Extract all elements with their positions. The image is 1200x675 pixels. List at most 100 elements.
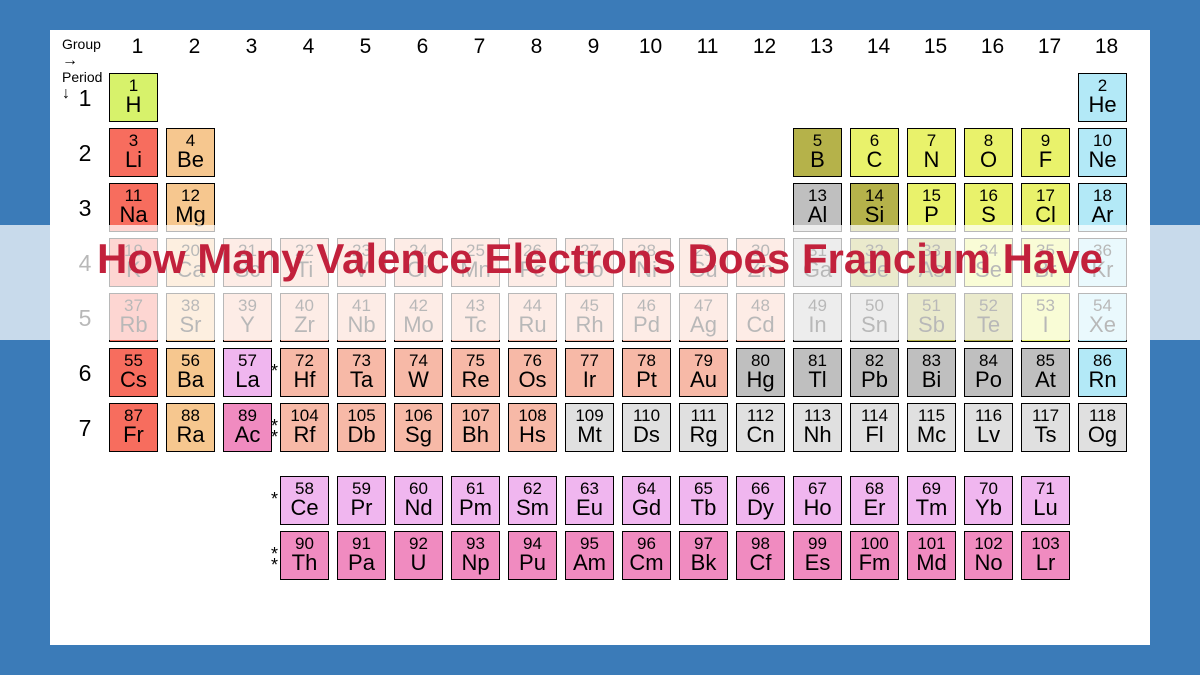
element-symbol: Bk (680, 552, 727, 574)
element-cell-Og: 118Og (1078, 403, 1127, 452)
group-number: 3 (223, 35, 280, 59)
element-cell-W: 74W (394, 348, 443, 397)
group-number: 1 (109, 35, 166, 59)
element-symbol: La (224, 369, 271, 391)
element-symbol: Pa (338, 552, 385, 574)
element-symbol: Gd (623, 497, 670, 519)
group-number: 13 (793, 35, 850, 59)
element-cell-Lu: 71Lu (1021, 476, 1070, 525)
element-symbol: Hg (737, 369, 784, 391)
element-cell-C: 6C (850, 128, 899, 177)
period-number: 3 (70, 195, 100, 222)
element-symbol: Am (566, 552, 613, 574)
element-cell-Re: 75Re (451, 348, 500, 397)
element-symbol: Lr (1022, 552, 1069, 574)
element-symbol: Al (794, 204, 841, 226)
element-cell-Hf: 72Hf (280, 348, 329, 397)
element-cell-Gd: 64Gd (622, 476, 671, 525)
element-cell-Ba: 56Ba (166, 348, 215, 397)
element-cell-B: 5B (793, 128, 842, 177)
element-cell-Fl: 114Fl (850, 403, 899, 452)
element-symbol: At (1022, 369, 1069, 391)
overlay-title: How Many Valence Electrons Does Francium… (0, 233, 1200, 286)
element-cell-Es: 99Es (793, 531, 842, 580)
element-symbol: Og (1079, 424, 1126, 446)
element-symbol: He (1079, 94, 1126, 116)
period-label: Period (62, 69, 102, 85)
element-cell-Th: 90Th (280, 531, 329, 580)
element-cell-At: 85At (1021, 348, 1070, 397)
element-cell-Pu: 94Pu (508, 531, 557, 580)
element-symbol: No (965, 552, 1012, 574)
element-cell-Bk: 97Bk (679, 531, 728, 580)
element-symbol: Eu (566, 497, 613, 519)
element-symbol: Os (509, 369, 556, 391)
element-symbol: Cn (737, 424, 784, 446)
element-cell-Hs: 108Hs (508, 403, 557, 452)
period-number: 6 (70, 360, 100, 387)
group-number: 7 (451, 35, 508, 59)
element-cell-Ra: 88Ra (166, 403, 215, 452)
element-symbol: F (1022, 149, 1069, 171)
element-symbol: Ho (794, 497, 841, 519)
asterisk-marker: * (271, 366, 278, 377)
group-number: 9 (565, 35, 622, 59)
element-symbol: Rn (1079, 369, 1126, 391)
element-symbol: Yb (965, 497, 1012, 519)
element-symbol: Ce (281, 497, 328, 519)
period-number: 7 (70, 415, 100, 442)
element-cell-Li: 3Li (109, 128, 158, 177)
element-cell-Ds: 110Ds (622, 403, 671, 452)
element-cell-Pt: 78Pt (622, 348, 671, 397)
element-symbol: Cf (737, 552, 784, 574)
element-symbol: Tl (794, 369, 841, 391)
element-symbol: Dy (737, 497, 784, 519)
element-symbol: Ta (338, 369, 385, 391)
element-cell-Pr: 59Pr (337, 476, 386, 525)
element-cell-Np: 93Np (451, 531, 500, 580)
element-cell-Pb: 82Pb (850, 348, 899, 397)
element-symbol: Np (452, 552, 499, 574)
period-number: 2 (70, 140, 100, 167)
element-symbol: N (908, 149, 955, 171)
element-cell-O: 8O (964, 128, 1013, 177)
element-symbol: Mg (167, 204, 214, 226)
element-cell-F: 9F (1021, 128, 1070, 177)
element-symbol: Po (965, 369, 1012, 391)
element-symbol: Md (908, 552, 955, 574)
element-cell-Ts: 117Ts (1021, 403, 1070, 452)
element-cell-Tl: 81Tl (793, 348, 842, 397)
element-symbol: Ir (566, 369, 613, 391)
element-symbol: Cm (623, 552, 670, 574)
element-cell-Be: 4Be (166, 128, 215, 177)
element-symbol: W (395, 369, 442, 391)
element-symbol: Ac (224, 424, 271, 446)
period-number: 1 (70, 85, 100, 112)
group-number: 12 (736, 35, 793, 59)
element-cell-Md: 101Md (907, 531, 956, 580)
element-symbol: Lv (965, 424, 1012, 446)
group-number: 2 (166, 35, 223, 59)
element-symbol: Ra (167, 424, 214, 446)
element-symbol: Ar (1079, 204, 1126, 226)
element-cell-Pa: 91Pa (337, 531, 386, 580)
element-cell-Lr: 103Lr (1021, 531, 1070, 580)
element-symbol: Au (680, 369, 727, 391)
element-symbol: Pr (338, 497, 385, 519)
element-cell-N: 7N (907, 128, 956, 177)
element-symbol: Th (281, 552, 328, 574)
element-symbol: Tb (680, 497, 727, 519)
element-symbol: Ds (623, 424, 670, 446)
element-cell-Dy: 66Dy (736, 476, 785, 525)
element-symbol: Sm (509, 497, 556, 519)
element-cell-Rn: 86Rn (1078, 348, 1127, 397)
arrow-right-icon: → (62, 52, 78, 69)
element-cell-Yb: 70Yb (964, 476, 1013, 525)
element-cell-Ir: 77Ir (565, 348, 614, 397)
group-number: 6 (394, 35, 451, 59)
element-cell-Nh: 113Nh (793, 403, 842, 452)
element-symbol: U (395, 552, 442, 574)
element-symbol: Ba (167, 369, 214, 391)
element-cell-Rf: 104Rf (280, 403, 329, 452)
asterisk-marker: * * (271, 421, 278, 443)
